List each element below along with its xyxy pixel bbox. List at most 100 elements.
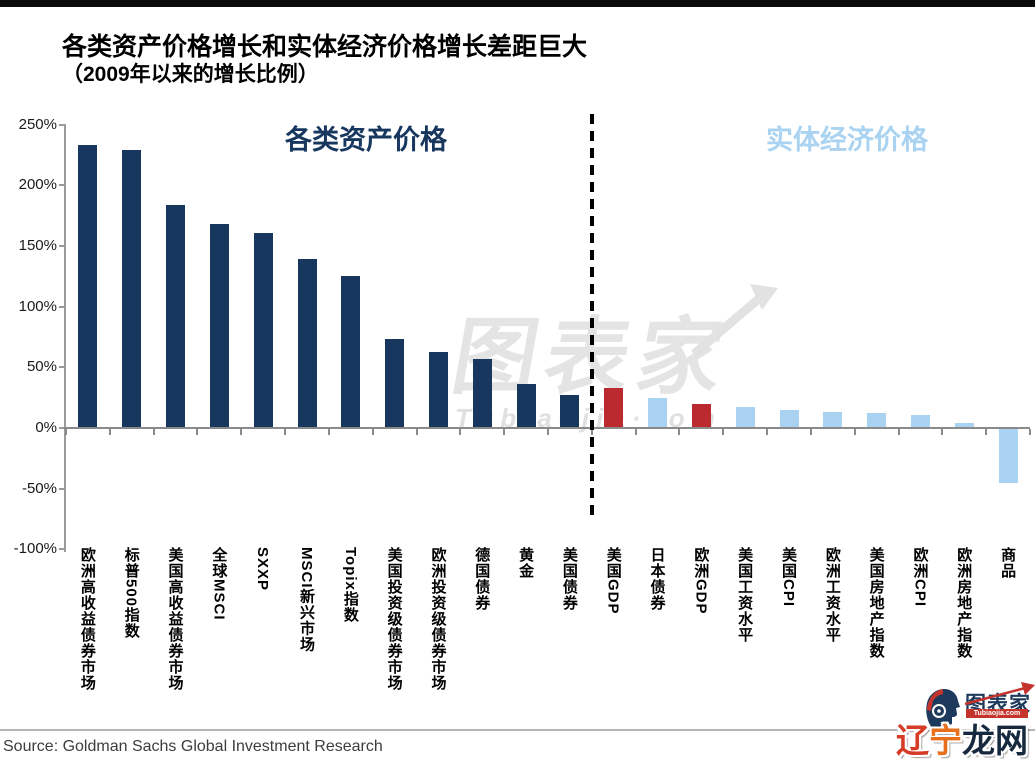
bar-0 — [78, 145, 98, 428]
y-axis-tick — [59, 184, 66, 187]
x-axis-category-label: 美国债券 — [560, 547, 578, 611]
y-axis-line — [64, 124, 66, 552]
x-axis-category-label: MSCI新兴市场 — [298, 547, 315, 653]
x-axis-tick — [853, 429, 856, 435]
x-axis-tick — [284, 429, 287, 435]
y-axis-tick-label: 200% — [18, 176, 57, 194]
x-axis-category-label: 欧洲CPI — [911, 547, 929, 608]
x-axis-category-label: 美国投资级债券市场 — [385, 547, 403, 691]
x-axis-tick — [240, 429, 243, 435]
bar-7 — [385, 339, 405, 428]
x-axis-category-label: 美国高收益债券市场 — [166, 547, 184, 691]
y-axis-tick-label: -100% — [13, 540, 57, 558]
x-axis-category-label: 美国GDP — [604, 547, 622, 615]
bar-14 — [691, 403, 711, 428]
y-axis-tick — [59, 548, 66, 551]
bar-2 — [166, 204, 186, 428]
section-label-real-economy: 实体经济价格 — [766, 125, 928, 155]
x-axis-category-label: 美国工资水平 — [736, 547, 754, 643]
x-axis-category-label: 日本债券 — [648, 547, 666, 611]
y-axis-tick — [59, 305, 66, 308]
logo-head-icon — [926, 689, 960, 728]
x-axis-category-label: 德国债券 — [473, 547, 491, 611]
bar-19 — [910, 414, 930, 428]
source-text: Source: Goldman Sachs Global Investment … — [3, 738, 383, 755]
x-axis-category-label: 欧洲GDP — [692, 547, 710, 615]
bar-15 — [735, 407, 755, 428]
bar-9 — [472, 358, 492, 428]
bar-12 — [604, 387, 624, 428]
y-axis-tick — [59, 123, 66, 126]
bar-3 — [209, 224, 229, 428]
x-axis-tick — [371, 429, 374, 435]
bar-5 — [297, 259, 317, 428]
x-axis-tick — [1029, 429, 1031, 435]
x-axis-category-label: SXXP — [254, 547, 272, 592]
bar-18 — [867, 413, 887, 428]
x-axis-tick — [809, 429, 812, 435]
y-axis-tick — [59, 245, 66, 247]
x-axis-category-label: 美国房地产指数 — [867, 547, 885, 659]
y-axis-tick-label: 0% — [35, 419, 57, 436]
x-axis-tick — [897, 429, 900, 435]
x-axis-category-label: Topix指数 — [341, 547, 359, 623]
x-axis-category-label: 标普500指数 — [122, 547, 140, 640]
logo-site-char: 宁 — [929, 722, 962, 759]
y-axis-tick-label: 250% — [18, 115, 57, 133]
y-axis-tick-label: -50% — [21, 479, 57, 497]
logo-site-char: 龙 — [962, 722, 995, 759]
bar-21 — [998, 428, 1018, 483]
section-label-assets: 各类资产价格 — [285, 125, 447, 155]
y-axis-tick — [59, 366, 66, 369]
y-axis-tick-label: 100% — [18, 297, 57, 315]
x-axis-category-label: 欧洲高收益债券市场 — [78, 547, 96, 691]
chart-subtitle: （2009年以来的增长比例） — [62, 63, 319, 86]
bar-13 — [648, 397, 668, 428]
x-axis-tick — [985, 429, 988, 435]
y-axis-tick-label: 150% — [18, 237, 57, 254]
chart-title: 各类资产价格增长和实体经济价格增长差距巨大 — [62, 33, 588, 61]
x-axis-tick — [65, 429, 67, 435]
y-axis-tick-label: 50% — [26, 358, 57, 376]
x-axis-line — [64, 427, 1030, 429]
x-axis-tick — [678, 429, 681, 435]
logo-site-char: 网 — [995, 722, 1028, 759]
x-axis-tick — [108, 429, 111, 435]
x-axis-category-label: 全球MSCI — [210, 547, 228, 621]
brand-logo: 图表家 Tubiaojia.com 辽宁龙网 — [880, 676, 1035, 762]
x-axis-tick — [547, 429, 549, 435]
bar-4 — [253, 232, 273, 428]
x-axis-category-label: 欧洲投资级债券市场 — [429, 547, 447, 691]
bar-8 — [428, 351, 448, 428]
x-axis-tick — [196, 429, 199, 435]
logo-site-name: 辽宁龙网 — [896, 714, 1028, 762]
bar-17 — [823, 412, 843, 428]
x-axis-tick — [152, 429, 155, 435]
top-border-rule — [0, 0, 1035, 7]
x-axis-tick — [634, 429, 637, 435]
y-axis-tick — [59, 427, 66, 429]
x-axis-tick — [503, 429, 506, 435]
y-axis-tick — [59, 487, 66, 490]
x-axis-tick — [459, 429, 462, 435]
section-divider-dashed-line — [589, 114, 594, 517]
x-axis-tick — [415, 429, 418, 435]
logo-domain-text: Tubiaojia.com — [966, 709, 1028, 718]
bar-16 — [779, 409, 799, 428]
x-axis-category-label: 欧洲工资水平 — [823, 547, 841, 643]
bar-20 — [954, 423, 974, 428]
bar-11 — [560, 395, 580, 428]
watermark-arrow-icon — [691, 284, 778, 358]
x-axis-tick — [327, 429, 330, 435]
bar-6 — [341, 276, 361, 428]
footer-divider-line — [0, 729, 1035, 731]
x-axis-tick — [766, 429, 769, 435]
x-axis-category-label: 欧洲房地产指数 — [955, 547, 973, 659]
logo-arrow-icon — [964, 682, 1035, 706]
x-axis-category-label: 美国CPI — [780, 547, 797, 608]
x-axis-category-label: 商品 — [999, 547, 1017, 579]
bar-1 — [122, 150, 142, 428]
x-axis-category-label: 黄金 — [517, 547, 535, 579]
